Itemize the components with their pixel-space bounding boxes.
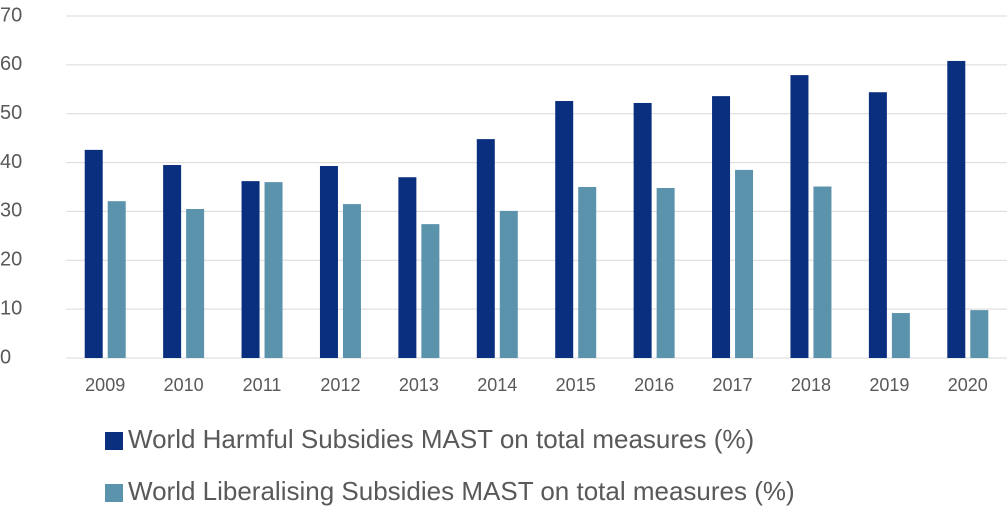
bar [555,101,574,359]
x-tick-label: 2016 [634,375,674,395]
x-tick-label: 2014 [477,375,517,395]
bar [868,92,887,359]
bar [813,186,832,358]
x-tick-label: 2011 [243,375,282,395]
bar [633,102,652,358]
x-tick-label: 2010 [164,375,204,395]
bar [398,177,417,358]
bar [712,96,731,358]
bar [891,313,910,358]
y-tick-label: 0 [0,346,11,368]
bar [163,165,182,358]
legend-swatch [105,484,123,502]
bar [241,181,260,358]
legend-label: World Harmful Subsidies MAST on total me… [128,424,754,454]
bar [421,224,440,358]
y-tick-label: 50 [0,102,22,124]
bar [319,165,338,358]
x-tick-label: 2012 [320,375,360,395]
x-tick-label: 2020 [948,375,988,395]
bar [476,139,495,358]
bar [735,169,754,358]
y-tick-label: 60 [0,53,22,75]
bar [84,149,103,358]
bar [186,208,205,358]
x-tick-label: 2018 [791,375,831,395]
bar [656,187,675,358]
legend-swatch [105,432,123,450]
bar [578,187,597,358]
bar [107,201,126,358]
y-tick-label: 10 [0,297,22,319]
bar [342,204,361,358]
y-tick-label: 30 [0,200,22,222]
x-tick-label: 2019 [869,375,909,395]
bar [264,182,283,358]
x-tick-label: 2015 [556,375,596,395]
legend-label: World Liberalising Subsidies MAST on tot… [128,476,795,506]
bar [790,75,809,359]
bar [499,210,518,358]
x-tick-label: 2013 [399,375,439,395]
x-tick-label: 2009 [85,375,125,395]
bar [947,60,966,358]
y-tick-label: 40 [0,151,22,173]
y-tick-label: 20 [0,249,22,271]
bar [970,310,989,358]
x-tick-label: 2017 [713,375,753,395]
y-tick-label: 70 [0,4,22,26]
